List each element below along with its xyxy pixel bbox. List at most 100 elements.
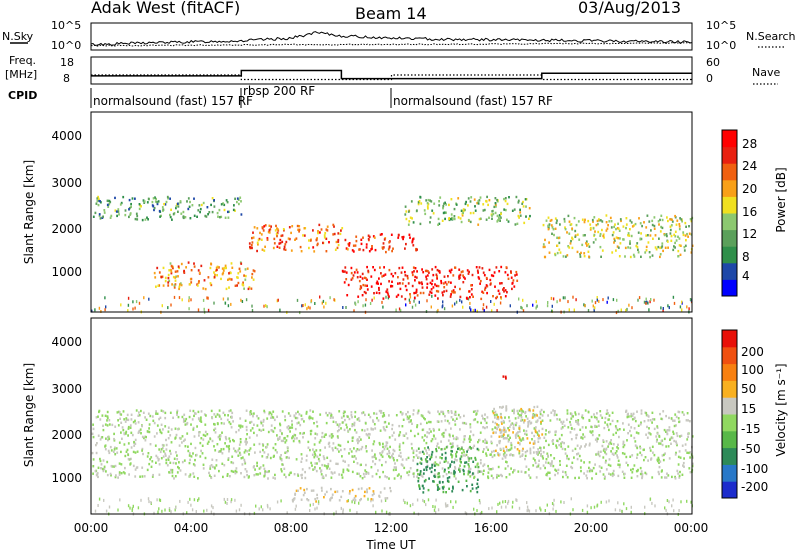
velocity-point-2479 [502,437,505,440]
velocity-point-1913 [165,443,168,447]
velocity-point-582 [645,413,648,417]
power-point-670 [404,247,406,250]
velocity-point-274 [141,466,144,469]
velocity-point-1872 [487,471,490,474]
power-ylabel: Slant Range [km] [22,160,36,264]
power-point-546 [299,245,302,249]
velocity-point-1800 [450,471,452,475]
power-point-1138 [485,218,488,221]
velocity-point-43 [349,508,351,512]
velocity-point-1616 [444,447,446,451]
power-point-1173 [613,225,615,229]
velocity-point-2428 [504,375,507,378]
velocity-point-1183 [155,461,157,464]
velocity-point-2525 [495,431,497,434]
velocity-point-2189 [91,432,94,435]
power-point-1146 [433,202,436,205]
power-point-1135 [427,198,430,202]
velocity-point-450 [277,437,279,440]
velocity-point-1886 [208,471,210,475]
velocity-point-930 [325,411,327,415]
velocity-point-299 [615,427,618,430]
power-point-6 [592,304,594,308]
velocity-point-1542 [341,476,344,479]
velocity-point-1262 [218,437,221,440]
velocity-point-2062 [232,470,235,473]
velocity-point-1748 [245,443,247,446]
power-point-801 [427,270,429,273]
velocity-point-123 [502,500,504,504]
velocity-point-988 [519,455,522,458]
velocity-point-301 [249,421,251,424]
velocity-point-2188 [272,455,275,458]
vel-cb-m50: -50 [741,442,761,456]
velocity-point-41 [198,497,200,501]
velocity-point-921 [564,452,567,455]
power-point-1357 [659,246,662,250]
velocity-point-663 [631,471,634,474]
power-point-77 [299,311,301,315]
velocity-point-1559 [316,425,319,428]
velocity-point-2409 [331,493,334,496]
velocity-point-2305 [469,489,472,493]
power-point-1368 [655,248,658,251]
velocity-point-1506 [623,476,626,479]
velocity-point-713 [278,436,281,439]
velocity-point-1990 [595,425,598,428]
velocity-point-994 [113,439,116,442]
velocity-point-1908 [506,437,508,440]
velocity-point-686 [321,463,324,467]
power-point-1406 [678,244,681,247]
power-point-974 [435,289,438,293]
velocity-point-2111 [168,471,170,474]
power-point-838 [444,281,447,284]
velocity-point-192 [619,508,621,512]
velocity-point-1600 [435,463,438,466]
power-point-1098 [469,211,472,215]
velocity-point-405 [648,427,650,430]
velocity-point-2257 [453,469,456,473]
velocity-point-2508 [502,405,504,409]
velocity-point-1291 [661,443,664,447]
velocity-point-264 [656,458,659,461]
velocity-point-49 [168,507,171,510]
velocity-point-670 [246,441,248,444]
velocity-point-1692 [394,438,397,441]
velocity-point-1213 [454,423,457,426]
velocity-point-1859 [588,444,591,447]
power-point-28 [626,307,628,311]
velocity-point-311 [337,425,340,428]
power-point-1287 [584,234,586,237]
power-point-1134 [442,204,445,208]
velocity-point-2005 [363,475,366,478]
power-point-545 [256,227,259,230]
power-point-1023 [410,200,413,203]
velocity-point-779 [329,416,332,419]
velocity-point-1890 [421,428,424,432]
velocity-point-2319 [468,457,471,460]
velocity-point-74 [505,505,507,509]
velocity-point-2279 [458,468,460,471]
velocity-point-762 [438,412,441,416]
velocity-point-1267 [482,440,485,443]
velocity-point-2230 [426,465,429,469]
power-point-1445 [570,223,573,226]
velocity-point-485 [244,462,247,465]
power-point-685 [348,244,351,247]
power-point-1090 [494,197,497,200]
power-point-616 [252,231,254,234]
velocity-point-1783 [232,438,234,442]
velocity-point-483 [388,455,390,458]
velocity-point-136 [412,502,414,506]
velocity-point-16 [617,501,619,505]
power-point-51 [522,298,524,302]
power-point-298 [222,202,224,205]
power-point-813 [370,275,373,278]
velocity-point-963 [636,475,639,478]
velocity-point-2197 [396,459,399,462]
velocity-point-2500 [492,431,495,435]
velocity-point-1818 [384,429,387,432]
power-point-717 [414,275,417,279]
velocity-point-1942 [437,463,440,467]
velocity-point-89 [690,500,692,504]
